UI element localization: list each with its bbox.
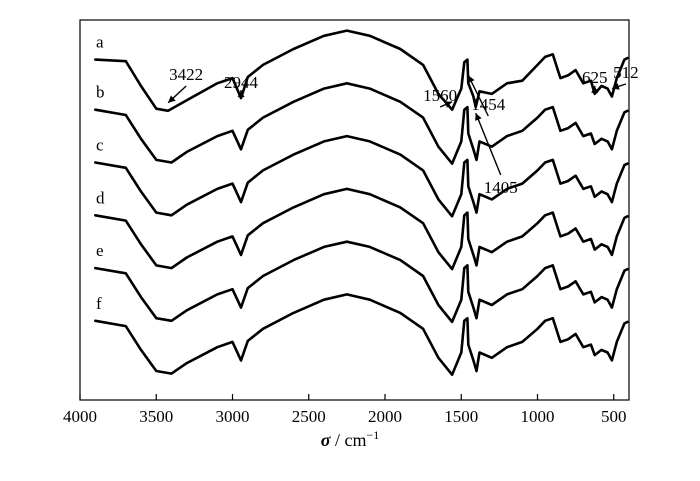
x-axis-unit-exponent: −1 — [366, 428, 380, 442]
peak-label: 3422 — [169, 65, 203, 84]
peak-label: 1454 — [471, 95, 506, 114]
spectra — [94, 29, 629, 376]
plot-frame — [79, 19, 630, 401]
series-label-b: b — [96, 83, 105, 102]
series-label-f: f — [96, 294, 102, 313]
x-axis-unit: cm — [344, 430, 367, 450]
peak-arrowhead — [444, 101, 453, 108]
peak-label: 512 — [613, 63, 639, 82]
x-ticks: 4000 3500 3000 2500 2000 1500 1000 500 — [63, 394, 627, 426]
x-axis-separator: / — [330, 430, 345, 450]
series-label-c: c — [96, 136, 104, 155]
peak-arrowhead — [475, 113, 482, 121]
series-line-e — [94, 240, 629, 324]
series-line-a — [94, 29, 629, 113]
peak-arrowhead — [611, 83, 620, 90]
peak-arrow — [467, 75, 489, 117]
peak-arrow — [475, 112, 502, 176]
series-labels: a b c d e f — [96, 33, 105, 313]
peak-label: 625 — [582, 68, 608, 87]
series-line-c — [94, 134, 629, 218]
x-axis-title: σ / cm−1 — [250, 428, 450, 451]
peak-label: 1560 — [423, 86, 457, 105]
peak-arrowhead — [468, 75, 475, 84]
peak-annotations: 3422 2944 1560 1454 1405 625 512 — [167, 63, 639, 197]
series-label-e: e — [96, 241, 104, 260]
x-tick-label: 2500 — [292, 407, 326, 426]
peak-arrowhead — [237, 90, 245, 98]
series-line-d — [94, 187, 629, 271]
series-label-d: d — [96, 188, 105, 207]
peak-arrowhead — [591, 85, 599, 93]
series-line-b — [94, 82, 629, 165]
peak-label: 2944 — [224, 73, 259, 92]
peak-label: 1405 — [484, 178, 518, 197]
x-axis-symbol: σ — [320, 430, 331, 450]
x-tick-label: 2000 — [368, 407, 402, 426]
peak-arrowhead — [168, 95, 176, 103]
series-label-a: a — [96, 33, 104, 52]
x-tick-label: 1000 — [521, 407, 555, 426]
x-tick-label: 4000 — [63, 407, 97, 426]
series-line-f — [94, 293, 629, 376]
x-tick-label: 3500 — [139, 407, 173, 426]
x-tick-label: 1500 — [444, 407, 478, 426]
x-tick-label: 500 — [601, 407, 627, 426]
x-tick-label: 3000 — [216, 407, 250, 426]
